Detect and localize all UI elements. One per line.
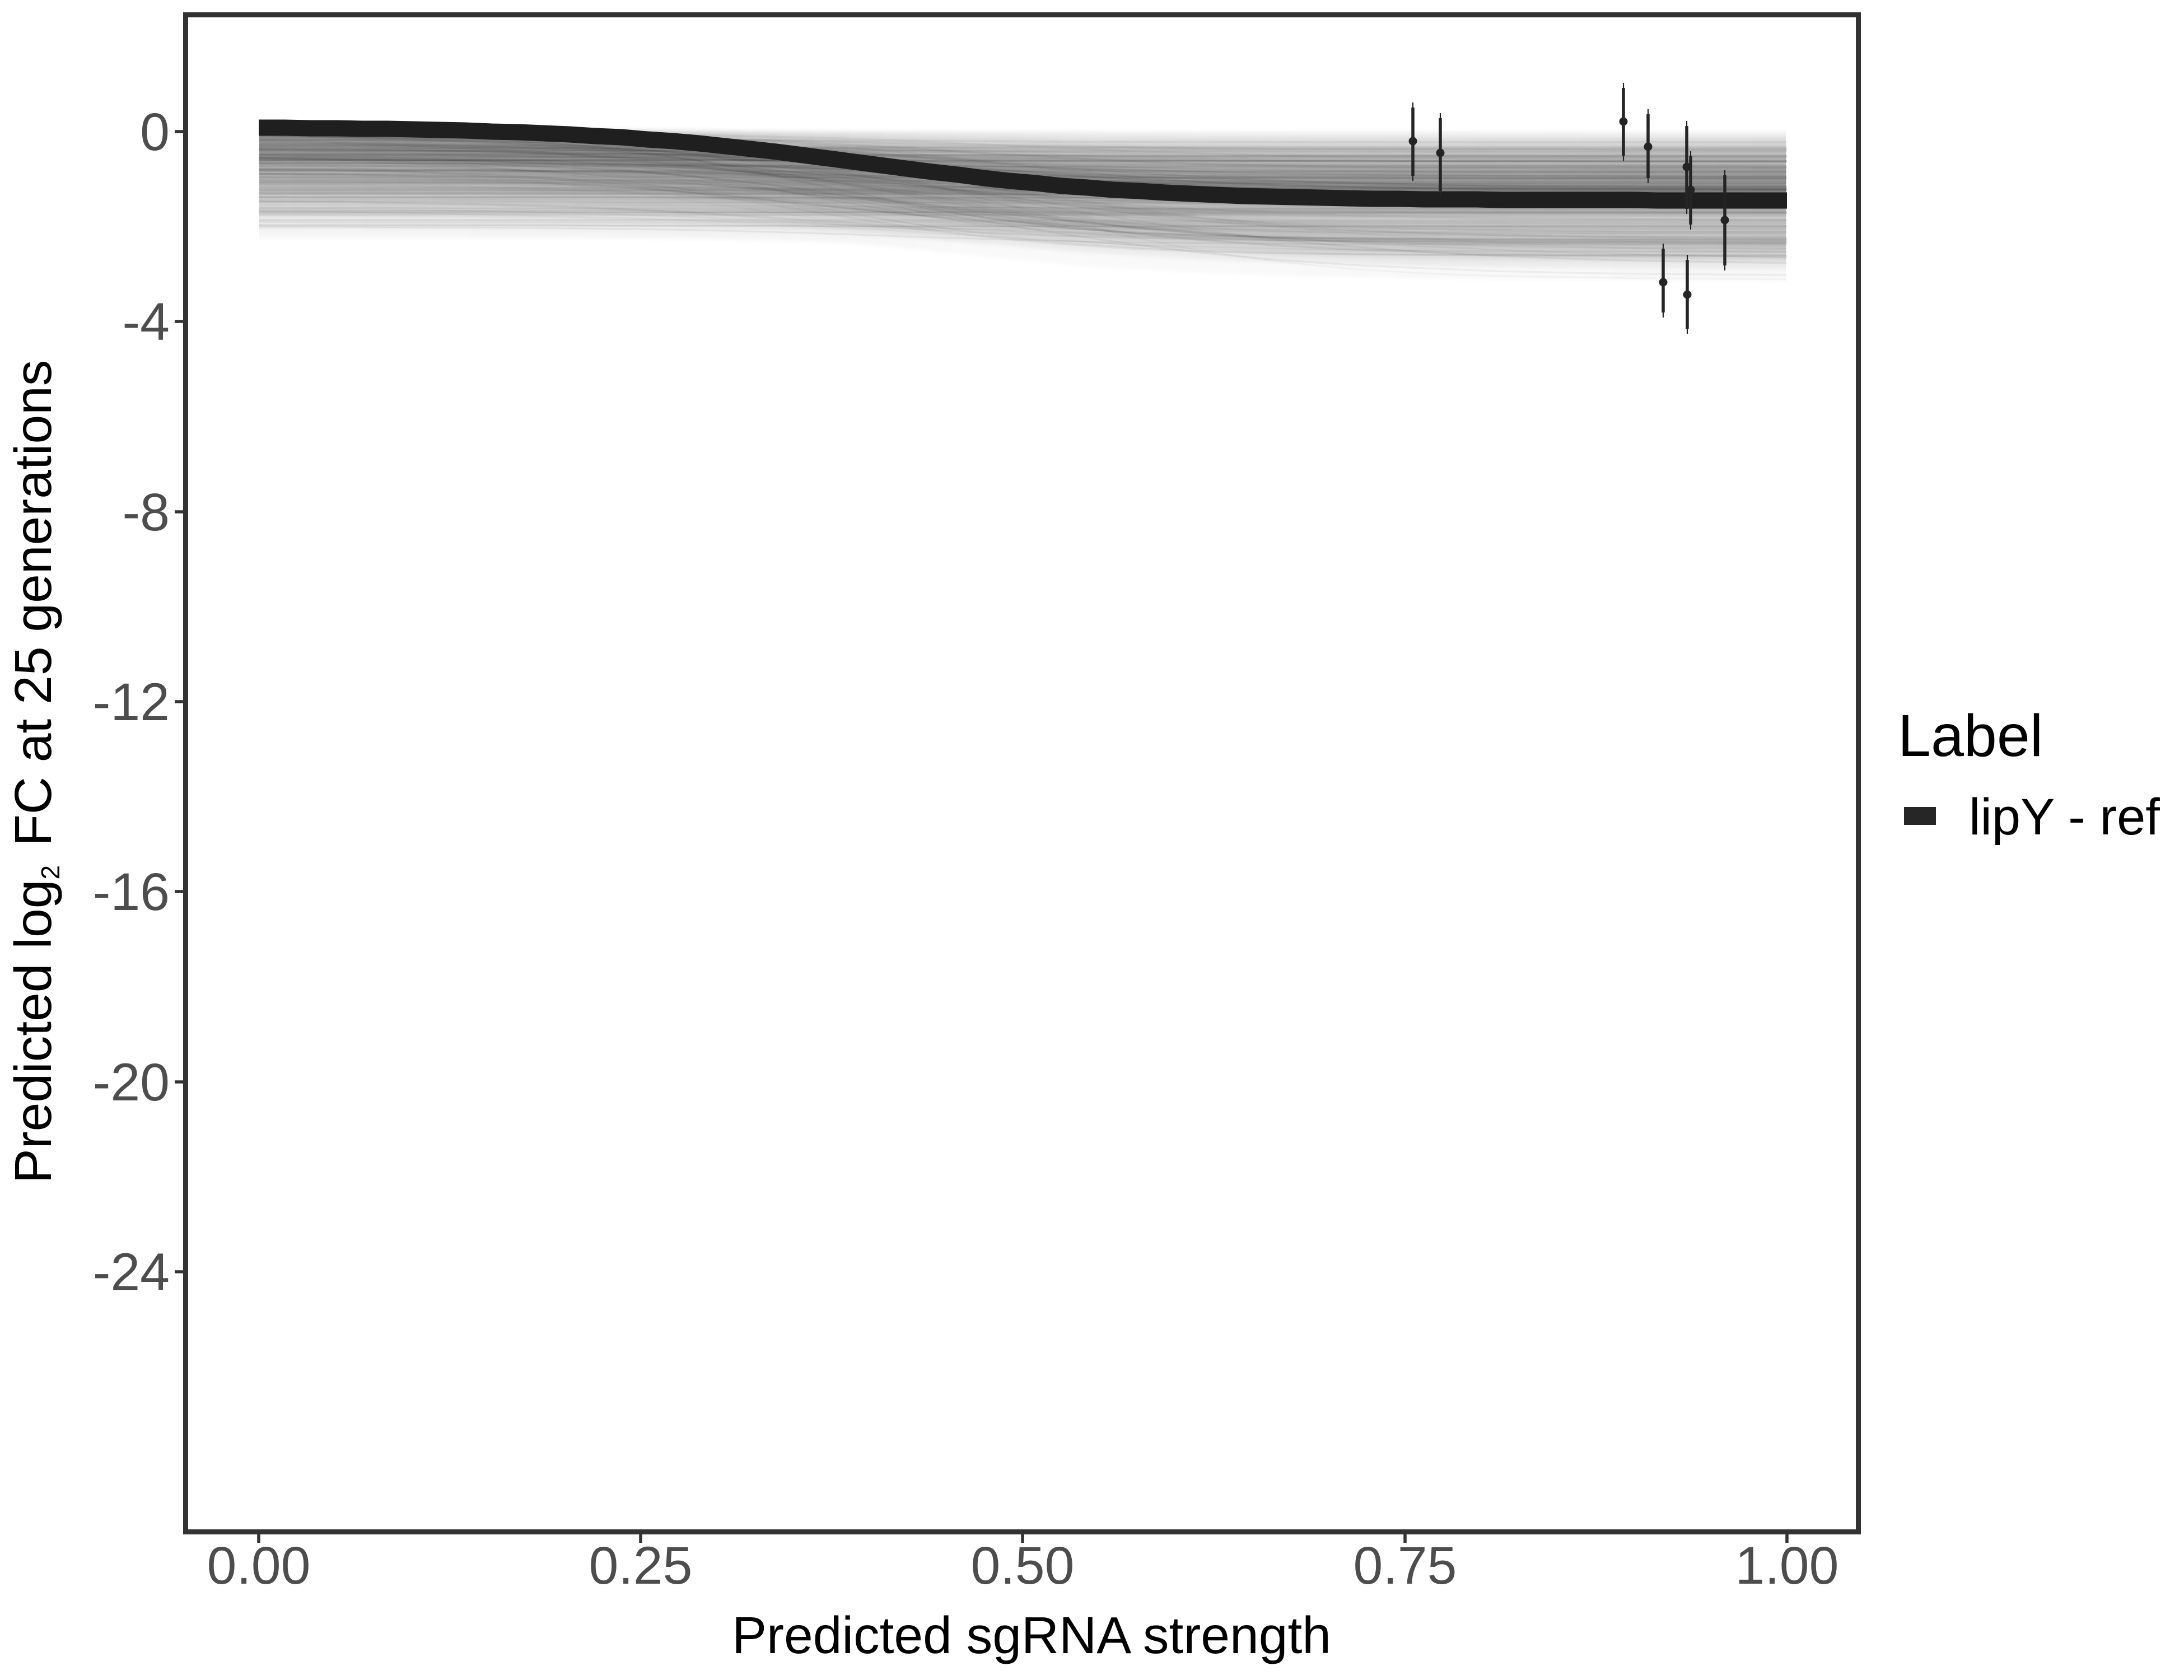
svg-text:0: 0 — [140, 102, 170, 162]
svg-text:0.50: 0.50 — [971, 1536, 1075, 1595]
svg-text:-4: -4 — [123, 292, 170, 352]
svg-text:0.00: 0.00 — [207, 1536, 311, 1595]
svg-text:lipY - ref: lipY - ref — [1969, 788, 2160, 846]
svg-text:0.25: 0.25 — [589, 1536, 693, 1595]
svg-text:Predicted sgRNA strength: Predicted sgRNA strength — [732, 1606, 1331, 1664]
svg-text:1.00: 1.00 — [1735, 1536, 1839, 1595]
svg-text:Label: Label — [1898, 703, 2043, 769]
svg-text:-8: -8 — [123, 483, 170, 542]
svg-text:-24: -24 — [93, 1243, 170, 1302]
svg-text:-12: -12 — [93, 673, 170, 732]
svg-text:Predicted log2 FC at 25 genera: Predicted log2 FC at 25 generations — [4, 360, 65, 1184]
svg-text:0.75: 0.75 — [1354, 1536, 1457, 1595]
svg-text:-16: -16 — [93, 862, 170, 922]
svg-text:-20: -20 — [93, 1053, 170, 1112]
